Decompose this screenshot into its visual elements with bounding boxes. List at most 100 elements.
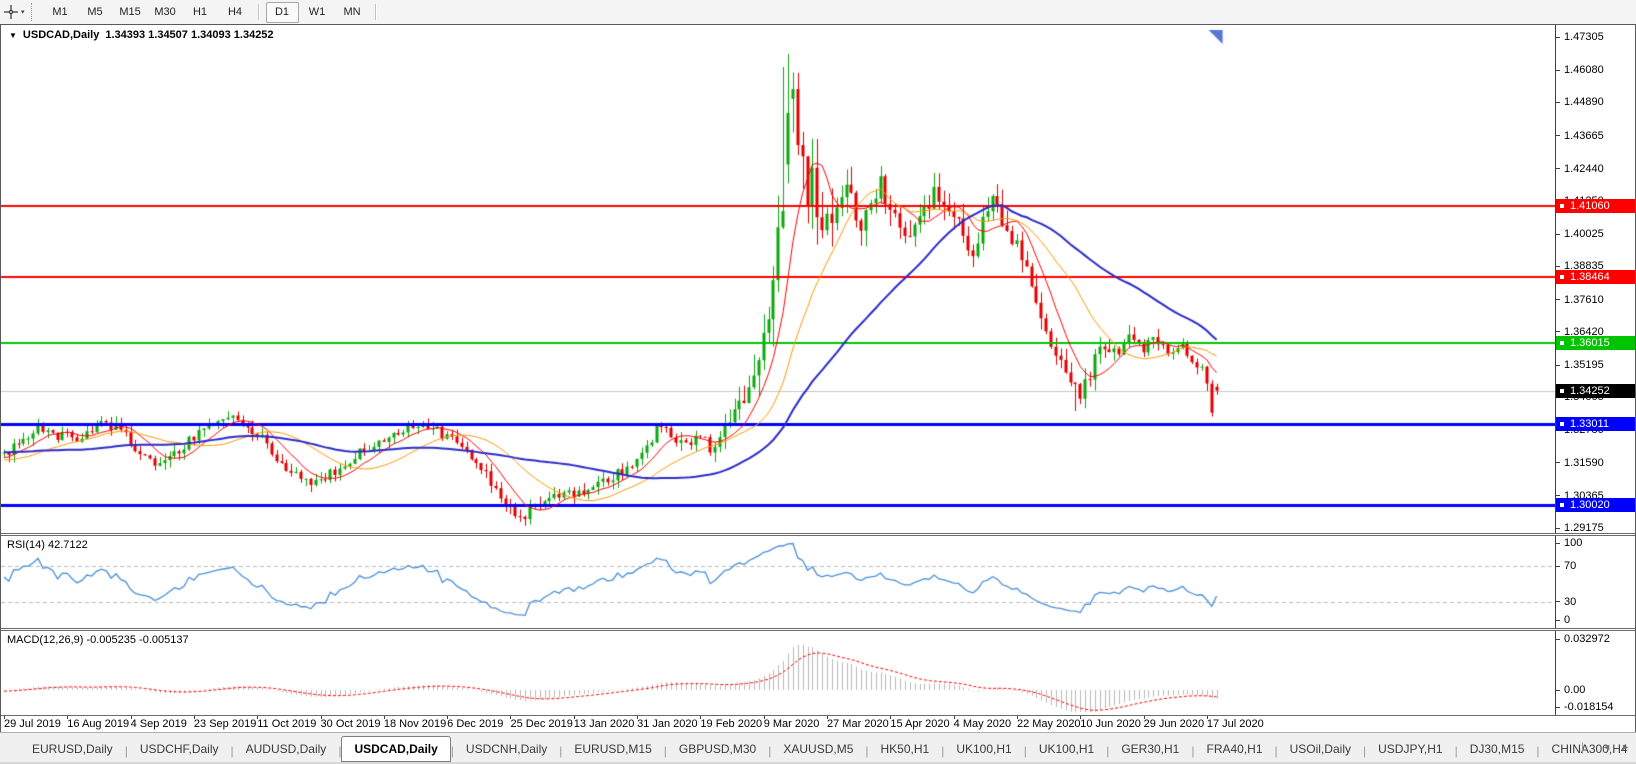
rsi-axis-tick	[1556, 542, 1560, 544]
chart-tab-usdcnh-daily[interactable]: USDCNH,Daily	[465, 742, 548, 756]
date-axis-tick	[257, 716, 259, 719]
price-axis-tick	[1556, 168, 1560, 170]
macd-axis-tick	[1556, 638, 1560, 640]
tab-scroll-left-icon[interactable]: ◄	[1602, 742, 1612, 752]
rsi-axis-tick	[1556, 601, 1560, 603]
chart-tab-xauusd-m5[interactable]: XAUUSD,M5	[783, 742, 854, 756]
date-axis-label: 29 Jul 2019	[4, 718, 61, 730]
price-axis-label: 1.43665	[1564, 129, 1604, 142]
tab-scroll-right-icon[interactable]: ►	[1621, 742, 1630, 752]
price-axis-tick	[1556, 299, 1560, 301]
price-axis-label: 1.42440	[1564, 162, 1604, 175]
rsi-axis-tick	[1556, 565, 1560, 567]
chart-tab-ger30-h1[interactable]: GER30,H1	[1121, 742, 1180, 756]
chart-tab-fra40-h1[interactable]: FRA40,H1	[1206, 742, 1263, 756]
macd-axis-tick	[1556, 689, 1560, 691]
price-axis-tick	[1556, 331, 1560, 333]
timeframe-button-h1[interactable]: H1	[192, 5, 208, 18]
date-axis-tick	[763, 716, 765, 719]
price-chart-canvas[interactable]	[1, 25, 1555, 533]
line-anchor-node	[1559, 421, 1565, 428]
timeframe-button-m1[interactable]: M1	[52, 5, 68, 18]
toolbar-grip[interactable]	[30, 3, 37, 21]
crosshair-tool-icon[interactable]	[2, 3, 20, 21]
timeframe-button-m30[interactable]: M30	[154, 5, 176, 18]
line-anchor-node	[1559, 273, 1565, 280]
price-axis-label: 1.47305	[1564, 31, 1604, 43]
date-axis-label: 4 May 2020	[953, 718, 1012, 730]
price-axis-label: 1.36420	[1564, 325, 1604, 338]
price-axis-tick	[1556, 69, 1560, 71]
price-level-badge: 1.30020	[1556, 498, 1635, 513]
tab-separator: |	[559, 744, 563, 758]
date-axis-label: 19 Feb 2020	[700, 718, 763, 730]
tab-separator: |	[941, 744, 945, 758]
date-axis-tick	[130, 716, 132, 719]
tool-dropdown-caret-icon[interactable]: ▾	[21, 9, 25, 16]
line-anchor-node	[1559, 339, 1565, 346]
macd-indicator-canvas[interactable]	[1, 631, 1555, 715]
chart-tab-usdchf-daily[interactable]: USDCHF,Daily	[139, 742, 219, 756]
date-axis-label: 22 May 2020	[1016, 718, 1081, 730]
date-axis-tick	[953, 716, 955, 719]
rsi-indicator-canvas[interactable]	[1, 536, 1555, 628]
pane-separator-macd[interactable]	[1, 628, 1635, 631]
chart-tab-usdjpy-h1[interactable]: USDJPY,H1	[1378, 742, 1443, 756]
chart-tab-usoil-daily[interactable]: USOil,Daily	[1289, 742, 1351, 756]
toolbar-divider	[374, 4, 377, 20]
price-axis-label: 1.31590	[1564, 456, 1604, 469]
chart-tab-usdcad-daily[interactable]: USDCAD,Daily	[341, 736, 451, 762]
timeframe-button-m5[interactable]: M5	[87, 5, 103, 18]
date-axis-label: 9 Mar 2020	[763, 718, 820, 730]
chart-tab-uk100-h1[interactable]: UK100,H1	[956, 742, 1012, 756]
date-axis-label: 18 Nov 2019	[383, 718, 447, 730]
chart-tab-eurusd-m15[interactable]: EURUSD,M15	[574, 742, 652, 756]
price-axis-label: 1.29175	[1564, 522, 1604, 535]
timeframe-button-m15[interactable]: M15	[119, 5, 141, 18]
tab-separator: |	[230, 744, 234, 758]
date-axis-label: 13 Jan 2020	[573, 718, 635, 730]
date-axis-tick	[193, 716, 195, 719]
timeframe-button-d1[interactable]: D1	[265, 1, 299, 23]
symbol-dropdown-icon[interactable]: ▼	[9, 30, 17, 40]
date-axis-label: 27 Mar 2020	[827, 718, 889, 730]
macd-axis-label: 0.00	[1564, 684, 1586, 696]
date-axis-tick	[573, 716, 575, 719]
date-axis-label: 29 Jun 2020	[1143, 718, 1205, 730]
chart-tab-china300-h4[interactable]: CHINA300,H4	[1551, 742, 1628, 756]
tab-separator: |	[1106, 744, 1110, 758]
price-axis-label: 1.35195	[1564, 359, 1604, 372]
rsi-label: RSI(14) 42.7122	[7, 539, 88, 551]
date-axis-tick	[1016, 716, 1018, 719]
chart-tab-audusd-daily[interactable]: AUDUSD,Daily	[245, 742, 327, 756]
pane-separator-rsi[interactable]	[1, 533, 1635, 536]
price-axis-label: 1.40025	[1564, 228, 1604, 241]
tab-separator: |	[1274, 744, 1278, 758]
price-level-badge: 1.41060	[1556, 199, 1635, 214]
tab-separator: |	[338, 744, 342, 758]
tab-separator: |	[450, 744, 454, 758]
price-axis-label: 1.37610	[1564, 293, 1604, 306]
price-level-badge: 1.34252	[1556, 383, 1635, 398]
price-axis-tick	[1556, 101, 1560, 103]
price-axis-tick	[1556, 495, 1560, 497]
chart-tab-hk50-h1[interactable]: HK50,H1	[880, 742, 930, 756]
chart-window: ▼ USDCAD,Daily 1.34393 1.34507 1.34093 1…	[0, 24, 1636, 732]
tab-separator: |	[1362, 744, 1367, 758]
timeframe-button-h4[interactable]: H4	[227, 5, 243, 18]
date-axis-label: 17 Jul 2020	[1206, 718, 1264, 730]
line-anchor-node	[1559, 203, 1565, 210]
date-axis-tick	[700, 716, 702, 719]
chart-tab-dj30-m15[interactable]: DJ30,M15	[1469, 742, 1525, 756]
chart-title: ▼ USDCAD,Daily 1.34393 1.34507 1.34093 1…	[9, 29, 274, 41]
price-axis-tick	[1556, 233, 1560, 235]
timeframe-button-mn[interactable]: MN	[343, 5, 361, 18]
date-axis-tick	[4, 716, 5, 719]
chart-tab-eurusd-daily[interactable]: EURUSD,Daily	[32, 742, 113, 756]
timeframe-button-w1[interactable]: W1	[308, 5, 326, 18]
price-axis-label: 1.46080	[1564, 64, 1604, 77]
chart-tab-gbpusd-m30[interactable]: GBPUSD,M30	[678, 742, 757, 756]
chart-tab-uk100-h1[interactable]: UK100,H1	[1038, 742, 1095, 756]
rsi-axis-label: 0	[1564, 614, 1571, 626]
